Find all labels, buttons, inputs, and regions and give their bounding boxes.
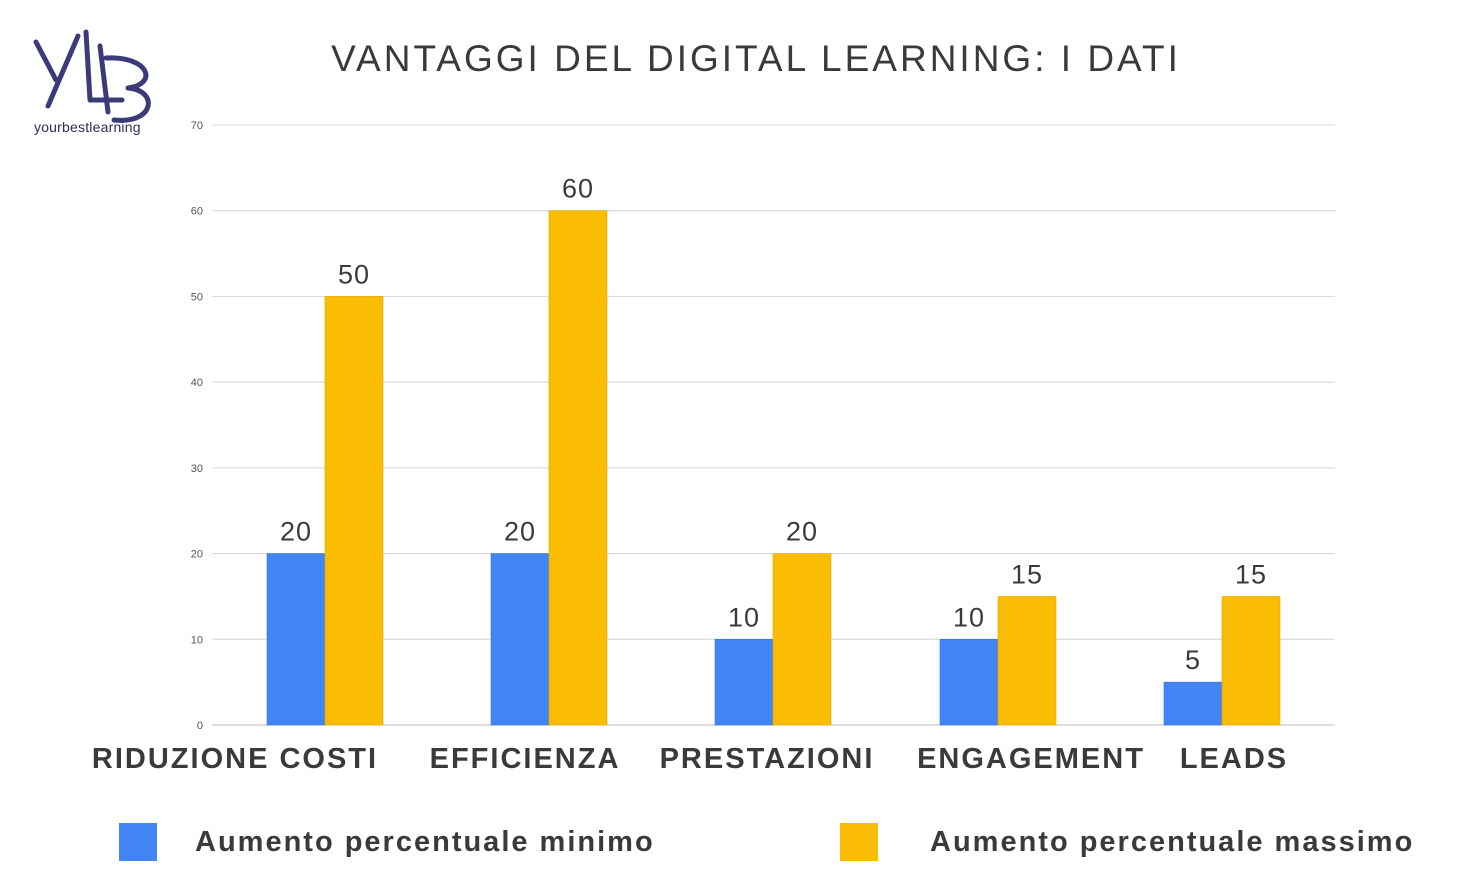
legend-label-max: Aumento percentuale massimo	[930, 825, 1415, 858]
data-label: 60	[562, 174, 594, 204]
bar-max	[324, 296, 384, 726]
legend-swatch-max	[840, 823, 878, 861]
category-label: EFFICIENZA	[430, 743, 621, 775]
y-tick-label: 50	[191, 291, 203, 303]
bar-max	[1221, 596, 1281, 726]
category-label: LEADS	[1180, 743, 1288, 775]
bar-max	[772, 553, 832, 726]
bar-min	[266, 553, 326, 726]
y-tick-label: 10	[191, 634, 203, 646]
y-tick-label: 20	[191, 549, 203, 561]
bar-min	[1163, 681, 1223, 726]
logo-text: yourbestlearning	[34, 119, 141, 135]
bar-min	[714, 638, 774, 726]
y-tick-label: 60	[191, 206, 203, 218]
data-label: 10	[728, 602, 760, 632]
bar-min	[939, 638, 999, 726]
y-tick-label: 30	[191, 463, 203, 475]
bar-min	[490, 553, 550, 726]
bar-max	[997, 596, 1057, 726]
data-label: 5	[1185, 645, 1201, 675]
category-label: PRESTAZIONI	[660, 743, 875, 775]
chart-title: VANTAGGI DEL DIGITAL LEARNING: I DATI	[331, 38, 1181, 79]
y-tick-label: 40	[191, 377, 203, 389]
legend: Aumento percentuale minimo Aumento perce…	[0, 820, 1470, 880]
y-tick-label: 70	[191, 120, 203, 132]
legend-swatch-min	[119, 823, 157, 861]
data-label: 15	[1011, 559, 1043, 589]
y-tick-label: 0	[197, 720, 203, 732]
data-label: 20	[280, 517, 312, 547]
ybl-logo	[30, 28, 160, 140]
data-label: 20	[504, 517, 536, 547]
legend-label-min: Aumento percentuale minimo	[195, 825, 655, 858]
legend-item-max: Aumento percentuale massimo	[840, 822, 1414, 862]
data-label: 20	[786, 517, 818, 547]
data-label: 15	[1235, 559, 1267, 589]
data-label: 50	[338, 259, 370, 289]
category-label: ENGAGEMENT	[917, 743, 1145, 775]
category-label: RIDUZIONE COSTI	[92, 743, 378, 775]
legend-item-min: Aumento percentuale minimo	[119, 822, 655, 862]
bar-max	[548, 210, 608, 726]
data-label: 10	[953, 602, 985, 632]
ybl-monogram-icon	[33, 29, 151, 123]
